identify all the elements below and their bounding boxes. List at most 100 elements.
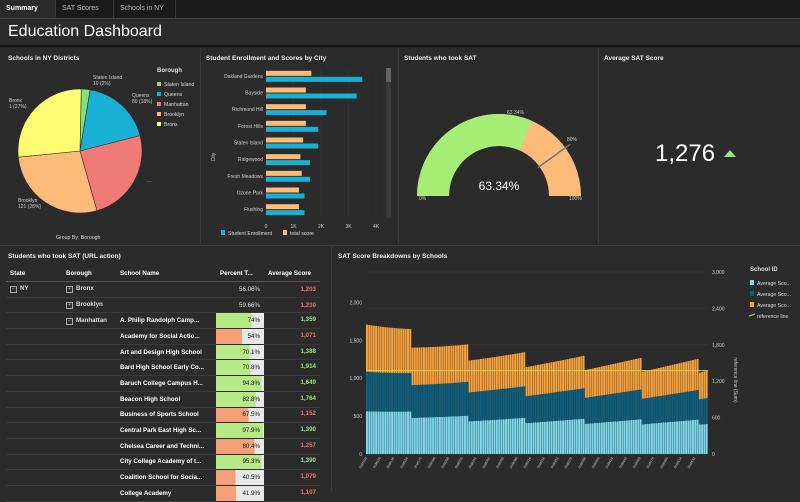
sat-bar-writing[interactable] xyxy=(470,360,473,393)
sat-bar-reading[interactable] xyxy=(637,389,640,420)
sat-bar-math[interactable] xyxy=(676,421,679,454)
sat-bar-writing[interactable] xyxy=(568,358,571,391)
sat-bar-reading[interactable] xyxy=(466,381,469,416)
sat-bar-reading[interactable] xyxy=(514,387,517,419)
sat-bar-writing[interactable] xyxy=(546,363,549,394)
collapse-icon[interactable]: − xyxy=(66,317,73,325)
sat-bar-writing[interactable] xyxy=(384,327,387,373)
sat-bar-writing[interactable] xyxy=(457,345,460,383)
sat-bar-math[interactable] xyxy=(477,420,480,454)
sat-bar-reading[interactable] xyxy=(660,395,663,423)
sat-bar-reading[interactable] xyxy=(407,373,409,412)
sat-bar-math[interactable] xyxy=(413,417,416,454)
school-name-cell[interactable]: Bard High School Early Co... xyxy=(120,364,204,372)
sat-bar-math[interactable] xyxy=(486,420,489,454)
sat-bar-writing[interactable] xyxy=(564,359,567,391)
sat-bar-math[interactable] xyxy=(473,421,476,454)
sat-bar-writing[interactable] xyxy=(696,358,699,391)
sat-bar-reading[interactable] xyxy=(548,393,551,422)
sat-bar-reading[interactable] xyxy=(505,388,508,420)
sat-bar-math[interactable] xyxy=(641,424,644,454)
sat-bar-math[interactable] xyxy=(660,422,663,454)
sat-bar-math[interactable] xyxy=(616,421,619,454)
sat-bar-reading[interactable] xyxy=(393,372,396,412)
bar-enrollment[interactable] xyxy=(266,110,327,116)
sat-bar-math[interactable] xyxy=(427,417,430,454)
sat-bar-math[interactable] xyxy=(484,420,487,454)
sat-bar-math[interactable] xyxy=(685,420,688,454)
sat-bar-writing[interactable] xyxy=(491,357,494,391)
sat-bar-math[interactable] xyxy=(425,417,428,454)
sat-bar-reading[interactable] xyxy=(443,383,446,417)
sat-bar-writing[interactable] xyxy=(555,361,558,393)
sat-bar-math[interactable] xyxy=(434,417,437,454)
sat-bar-writing[interactable] xyxy=(509,354,512,388)
tab-summary[interactable]: Summary xyxy=(0,0,56,18)
sat-bar-writing[interactable] xyxy=(391,327,394,373)
sat-bar-writing[interactable] xyxy=(678,363,681,394)
sat-bar-reading[interactable] xyxy=(521,386,523,418)
sat-bar-math[interactable] xyxy=(589,423,592,454)
sat-bar-reading[interactable] xyxy=(621,392,624,421)
sat-bar-reading[interactable] xyxy=(477,391,480,421)
col-borough[interactable]: Borough xyxy=(62,266,116,282)
sat-bar-math[interactable] xyxy=(671,421,674,454)
sat-bar-writing[interactable] xyxy=(669,365,672,395)
sat-bar-writing[interactable] xyxy=(566,359,569,391)
sat-bar-reading[interactable] xyxy=(491,390,494,420)
sat-bar-writing[interactable] xyxy=(518,353,521,387)
table-row[interactable]: Baruch College Campus H... 94.3% 1,649 xyxy=(6,375,320,392)
sat-bar-reading[interactable] xyxy=(370,372,373,412)
sat-bar-reading[interactable] xyxy=(666,394,669,423)
sat-bar-math[interactable] xyxy=(635,419,637,454)
sat-bar-math[interactable] xyxy=(391,411,394,454)
sat-bar-math[interactable] xyxy=(639,419,642,454)
bar-total-score[interactable] xyxy=(266,170,302,176)
sat-bar-reading[interactable] xyxy=(493,389,496,420)
sat-bar-reading[interactable] xyxy=(523,386,526,418)
sat-bar-math[interactable] xyxy=(509,418,512,454)
sat-bar-reading[interactable] xyxy=(568,390,571,420)
bar-total-score[interactable] xyxy=(266,120,306,126)
table-row[interactable]: Art and Design High School 70.1% 1,388 xyxy=(6,344,320,361)
sat-bar-reading[interactable] xyxy=(372,372,375,412)
sat-bar-reading[interactable] xyxy=(486,390,489,421)
pie-slice-manhattan[interactable] xyxy=(79,135,143,212)
sat-bar-reading[interactable] xyxy=(452,382,455,417)
sat-bar-math[interactable] xyxy=(591,423,594,454)
sat-bar-math[interactable] xyxy=(632,419,635,454)
sat-bar-reading[interactable] xyxy=(532,395,535,423)
sat-bar-reading[interactable] xyxy=(646,398,649,424)
sat-bar-reading[interactable] xyxy=(377,372,380,412)
sat-bar-reading[interactable] xyxy=(680,392,683,421)
sat-bar-reading[interactable] xyxy=(534,394,537,423)
bar-total-score[interactable] xyxy=(266,87,306,93)
sat-bar-writing[interactable] xyxy=(409,329,412,374)
sat-bar-writing[interactable] xyxy=(653,369,656,397)
bar-enrollment[interactable] xyxy=(266,126,319,132)
borough-cell[interactable]: + Bronx xyxy=(62,282,116,298)
sat-bar-math[interactable] xyxy=(550,421,553,454)
sat-bar-reading[interactable] xyxy=(550,392,553,422)
sat-bar-writing[interactable] xyxy=(459,345,462,383)
sat-bar-reading[interactable] xyxy=(464,382,466,416)
sat-bar-reading[interactable] xyxy=(573,389,576,420)
sat-bar-math[interactable] xyxy=(628,420,631,454)
sat-bar-reading[interactable] xyxy=(388,372,391,412)
sat-bar-writing[interactable] xyxy=(630,359,633,391)
sat-bar-reading[interactable] xyxy=(546,393,549,422)
sat-bar-math[interactable] xyxy=(578,419,580,454)
sat-bar-math[interactable] xyxy=(694,419,697,454)
sat-bar-math[interactable] xyxy=(482,420,485,454)
sat-bar-reading[interactable] xyxy=(562,391,565,421)
sat-bar-math[interactable] xyxy=(432,417,435,454)
sat-bar-reading[interactable] xyxy=(484,390,487,421)
bar-total-score[interactable] xyxy=(266,104,306,110)
school-name-cell[interactable]: Central Park East High Sc... xyxy=(120,427,202,435)
sat-bar-writing[interactable] xyxy=(562,360,565,392)
sat-bar-math[interactable] xyxy=(546,421,549,454)
sat-bar-writing[interactable] xyxy=(703,371,706,399)
sat-bar-reading[interactable] xyxy=(603,395,606,423)
sat-bar-writing[interactable] xyxy=(521,352,523,387)
school-name-cell[interactable]: A. Philip Randolph Camp... xyxy=(120,317,200,325)
